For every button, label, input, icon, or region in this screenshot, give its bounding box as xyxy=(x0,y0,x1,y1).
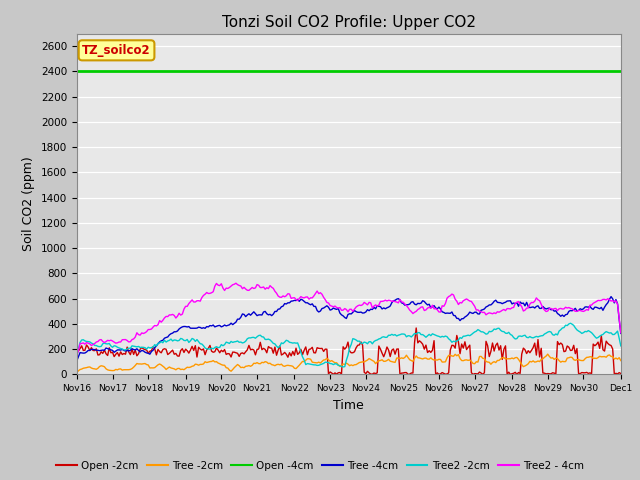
X-axis label: Time: Time xyxy=(333,399,364,412)
Legend: Open -2cm, Tree -2cm, Open -4cm, Tree -4cm, Tree2 -2cm, Tree2 - 4cm: Open -2cm, Tree -2cm, Open -4cm, Tree -4… xyxy=(52,456,588,475)
Title: Tonzi Soil CO2 Profile: Upper CO2: Tonzi Soil CO2 Profile: Upper CO2 xyxy=(222,15,476,30)
Y-axis label: Soil CO2 (ppm): Soil CO2 (ppm) xyxy=(22,156,35,252)
Text: TZ_soilco2: TZ_soilco2 xyxy=(82,44,151,57)
